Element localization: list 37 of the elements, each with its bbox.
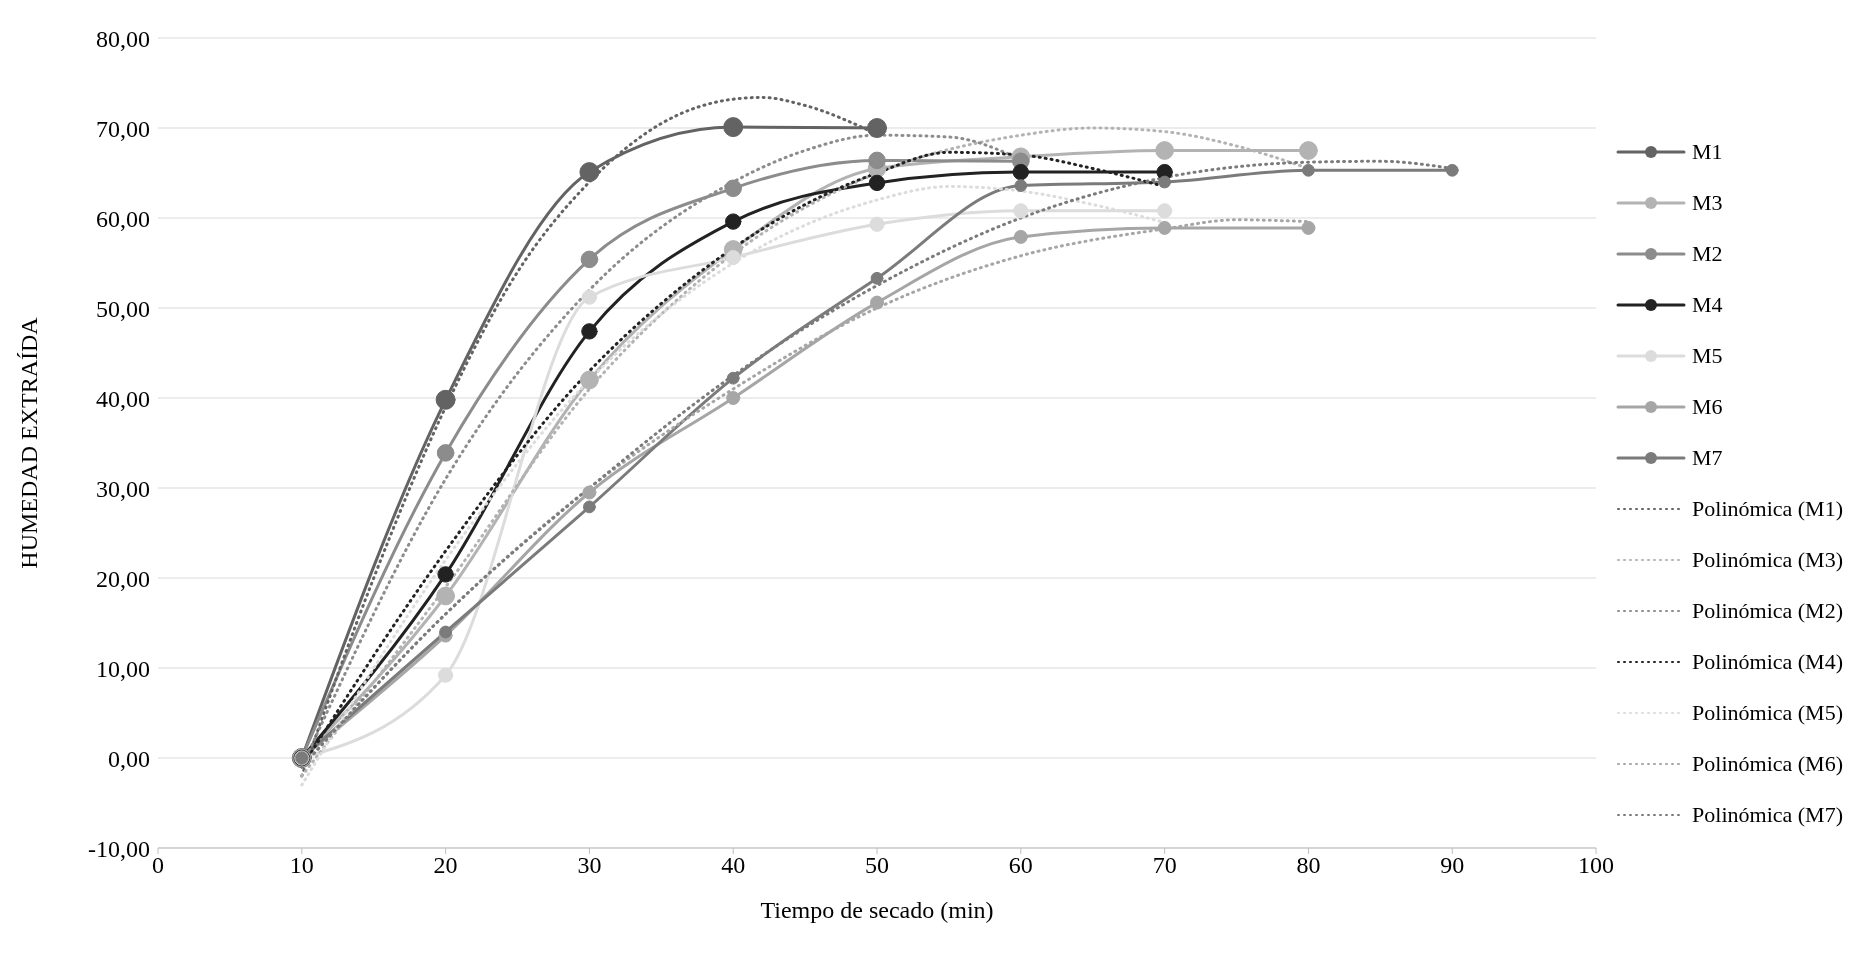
y-tick-label: 20,00 [96,565,150,592]
y-tick-label: 30,00 [96,475,150,502]
x-tick-label: 90 [1440,852,1465,879]
x-axis-title: Tiempo de secado (min) [760,897,994,923]
legend-label: Polinómica (M5) [1692,699,1843,726]
legend-label: Polinómica (M4) [1692,648,1843,675]
legend-label: M2 [1692,240,1723,267]
y-tick-label: 60,00 [96,205,150,232]
x-tick-label: 0 [152,852,164,879]
x-tick-label: 20 [433,852,458,879]
legend-label: M4 [1692,291,1723,318]
x-tick-label: 10 [289,852,314,879]
y-tick-label: 50,00 [96,295,150,322]
x-tick-label: 100 [1578,852,1615,879]
x-tick-label: 80 [1296,852,1321,879]
legend-label: M3 [1692,189,1723,216]
y-tick-label: 10,00 [96,655,150,682]
x-tick-label: 30 [577,852,602,879]
x-tick-label: 60 [1008,852,1033,879]
x-tick-label: 50 [865,852,890,879]
legend-label: M1 [1692,138,1723,165]
x-tick-label: 40 [721,852,746,879]
legend-label: Polinómica (M3) [1692,546,1843,573]
y-tick-label: 40,00 [96,385,150,412]
legend-label: Polinómica (M1) [1692,495,1843,522]
y-tick-label: -10,00 [88,835,150,862]
legend-label: M6 [1692,393,1723,420]
y-axis-title: HUMEDAD EXTRAÍDA [15,316,42,569]
legend-label: Polinómica (M6) [1692,750,1843,777]
legend-label: Polinómica (M7) [1692,801,1843,828]
x-tick-label: 70 [1152,852,1177,879]
y-tick-label: 80,00 [96,25,150,52]
y-tick-label: 70,00 [96,115,150,142]
y-tick-label: 0,00 [108,745,150,772]
legend-label: M5 [1692,342,1723,369]
legend-label: Polinómica (M2) [1692,597,1843,624]
legend-label: M7 [1692,444,1723,471]
